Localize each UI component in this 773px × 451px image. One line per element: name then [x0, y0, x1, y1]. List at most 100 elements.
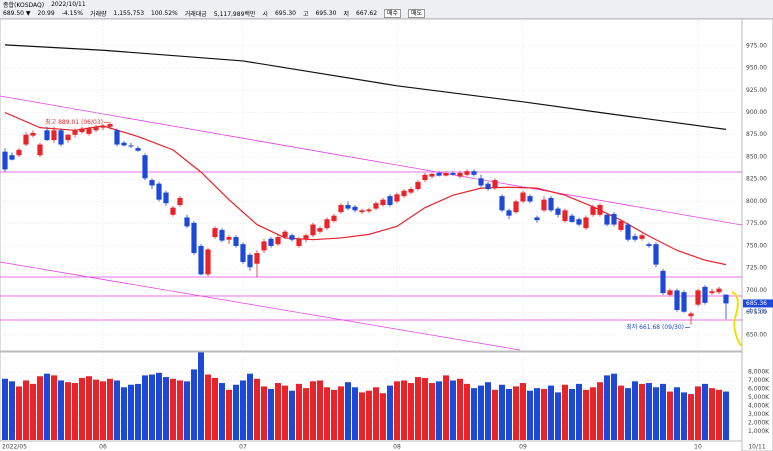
candle-body — [513, 201, 519, 213]
x-tick-label: 07 — [239, 444, 247, 451]
candle-body — [583, 217, 589, 229]
y-tick-label: 1,000K — [748, 428, 770, 435]
last-price-label: 685.36 — [746, 300, 767, 307]
volume-bar — [492, 389, 498, 440]
volume-bar — [170, 378, 176, 440]
candle-body — [275, 237, 281, 245]
volume-bar — [373, 387, 379, 440]
candle-body — [681, 292, 687, 312]
volume-bar — [254, 378, 260, 440]
candle-body — [233, 237, 239, 246]
volume-bar — [212, 377, 218, 440]
candle-body — [695, 290, 701, 305]
candle-body — [478, 178, 484, 186]
candle-body — [240, 244, 246, 262]
annotation: 최저 661.68 (09/30) — [626, 323, 684, 331]
y-tick-label: 725.00 — [746, 265, 767, 272]
candle-body — [184, 217, 190, 227]
candle-body — [373, 203, 379, 209]
candle-body — [387, 196, 393, 206]
candle-body — [702, 286, 708, 303]
candle-body — [219, 229, 225, 241]
candle-body — [562, 210, 568, 222]
volume-bar — [107, 378, 113, 440]
volume-bar — [597, 382, 603, 440]
candle-body — [149, 180, 155, 186]
candle-body — [331, 215, 337, 222]
candle-body — [30, 132, 36, 136]
candle-body — [394, 194, 400, 202]
volume-bar — [72, 383, 78, 440]
volume-bar — [142, 375, 148, 440]
volume-bar — [422, 377, 428, 440]
candle-body — [324, 219, 330, 229]
price-pane — [0, 18, 743, 352]
quote-text: 고 — [302, 11, 309, 18]
candle-body — [289, 235, 295, 240]
x-tick-label: 10/11 — [748, 444, 765, 451]
y-tick-label: 825.00 — [746, 176, 767, 183]
y-tick-label: 7,000K — [748, 377, 770, 384]
candle-body — [597, 205, 603, 215]
quote-text: -4.15% — [61, 10, 83, 17]
volume-bar — [499, 384, 505, 440]
y-tick-label: 2,000K — [748, 419, 770, 426]
quote-text: 시 — [262, 11, 268, 18]
volume-bar — [436, 381, 442, 440]
volume-bar — [240, 380, 246, 440]
candle-body — [366, 209, 372, 212]
volume-bar — [625, 388, 631, 440]
candle-body — [548, 197, 554, 211]
quote-text: 거래량 — [89, 11, 107, 18]
candle-body — [436, 172, 442, 176]
volume-bar — [79, 377, 85, 440]
volume-bar — [331, 389, 337, 440]
x-tick-label: 09 — [519, 444, 527, 451]
volume-bar — [618, 385, 624, 440]
candle-body — [359, 210, 365, 213]
volume-bar — [394, 381, 400, 440]
volume-bar — [261, 386, 267, 440]
volume-bar — [226, 389, 232, 440]
volume-bar — [527, 390, 533, 440]
candle-body — [135, 148, 141, 151]
y-tick-label: 650.00 — [746, 331, 767, 338]
highlight-curve — [731, 291, 742, 347]
order-button[interactable]: 매도 — [408, 9, 426, 18]
candle-body — [716, 288, 722, 293]
quote-text: 667.62 — [356, 10, 378, 17]
candle-body — [604, 214, 610, 225]
volume-bar — [415, 377, 421, 440]
candle-body — [576, 219, 582, 225]
candle-body — [520, 192, 526, 202]
candle-body — [569, 215, 575, 222]
y-tick-label: 700.00 — [746, 287, 767, 294]
candle-body — [555, 208, 561, 215]
candle-body — [618, 221, 624, 230]
volume-bar — [653, 387, 659, 440]
y-tick-label: 3,000K — [748, 411, 770, 418]
y-tick-label: 800.00 — [746, 198, 767, 205]
volume-bar — [23, 380, 29, 440]
quote-text: 695.30 — [315, 10, 337, 17]
candle-body — [268, 238, 274, 246]
plot: 975.00 950.00 925.00 900.00 875.00 850.00 825.… — [0, 20, 773, 451]
volume-bar — [408, 383, 414, 440]
volume-bar — [359, 392, 365, 440]
volume-bar — [471, 388, 477, 440]
volume-bar — [37, 376, 43, 440]
volume-bar — [233, 384, 239, 440]
volume-bar — [695, 386, 701, 440]
volume-bar — [450, 380, 456, 440]
candle-body — [51, 130, 57, 141]
volume-bar — [723, 391, 729, 440]
volume-bar — [338, 386, 344, 440]
volume-bar — [674, 387, 680, 440]
candle-body — [212, 228, 218, 238]
volume-bar — [513, 386, 519, 440]
volume-bar — [716, 389, 722, 440]
volume-bar — [2, 378, 8, 440]
candle-body — [660, 270, 666, 294]
order-button[interactable]: 매수 — [384, 9, 402, 18]
